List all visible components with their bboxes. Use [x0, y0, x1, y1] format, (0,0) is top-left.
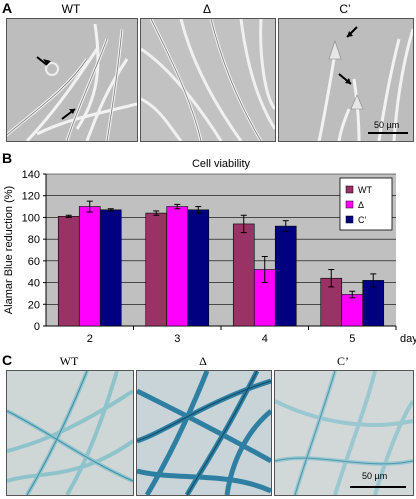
panel-a-label-wt: WT — [61, 2, 81, 16]
panel-c-scalebar-label: 50 µm — [362, 471, 388, 481]
y-tick-label: 80 — [28, 234, 40, 246]
panel-c-label-delta: Δ — [199, 354, 207, 368]
chart-title: Cell viability — [192, 158, 251, 170]
x-tick-label: 3 — [174, 333, 180, 345]
y-tick-label: 100 — [22, 212, 40, 224]
bar-1-0 — [78, 206, 101, 327]
legend-swatch-2 — [345, 215, 354, 224]
legend-swatch-0 — [345, 185, 354, 194]
panel-a-scalebar-label: 50 µm — [374, 120, 400, 130]
stained-hyphae-picture — [275, 371, 413, 495]
hyphae-picture — [317, 26, 413, 141]
y-tick-label: 140 — [22, 169, 40, 181]
panel-a-image-delta — [140, 18, 276, 142]
hyphae-picture — [141, 19, 275, 141]
panel-c-image-complemented — [274, 370, 414, 496]
panel-c-image-wt — [6, 370, 134, 496]
bar-0-2 — [232, 223, 255, 327]
legend-label-1: Δ — [358, 200, 364, 210]
legend-swatch-1 — [345, 200, 354, 209]
bar-1-3 — [341, 294, 364, 327]
panel-a-scalebar — [368, 132, 408, 134]
stained-hyphae-picture — [137, 371, 271, 495]
bar-1-1 — [166, 206, 189, 327]
y-tick-label: 40 — [28, 278, 40, 290]
y-tick-label: 0 — [34, 321, 40, 333]
y-tick-label: 20 — [28, 299, 40, 311]
bar-0-0 — [57, 216, 80, 327]
bar-2-2 — [274, 225, 297, 327]
panel-a-letter: A — [2, 0, 13, 16]
x-axis-label: days — [400, 333, 416, 345]
legend-label-2: C’ — [358, 215, 367, 225]
panel-a-image-complemented — [278, 18, 414, 142]
x-tick-label: 4 — [262, 333, 268, 345]
panel-a-image-wt — [6, 18, 138, 142]
panel-b-letter: B — [2, 150, 13, 166]
panel-c-scalebar — [350, 486, 406, 488]
y-axis-label: Alamar Blue reduction (%) — [3, 186, 15, 314]
panel-a-label-complemented: C’ — [339, 2, 351, 16]
bar-2-0 — [99, 209, 122, 327]
y-tick-label: 120 — [22, 191, 40, 203]
y-tick-label: 60 — [28, 256, 40, 268]
hyphae-picture — [7, 23, 137, 141]
panel-a-label-delta: Δ — [202, 2, 211, 16]
x-tick-label: 2 — [87, 333, 93, 345]
panel-c-letter: C — [2, 352, 13, 368]
panel-c-label-complemented: C’ — [337, 354, 349, 368]
bar-0-1 — [145, 212, 168, 327]
panel-c-label-wt: WT — [59, 354, 79, 368]
x-tick-label: 5 — [349, 333, 355, 345]
legend-label-0: WT — [358, 185, 372, 195]
stained-hyphae-picture — [7, 371, 133, 495]
cell-viability-chart: 0 20 40 60 80 100 120 140 2 3 4 5 Cell viability days… — [3, 158, 416, 345]
panel-c-image-delta — [136, 370, 272, 496]
bar-2-1 — [187, 209, 210, 327]
